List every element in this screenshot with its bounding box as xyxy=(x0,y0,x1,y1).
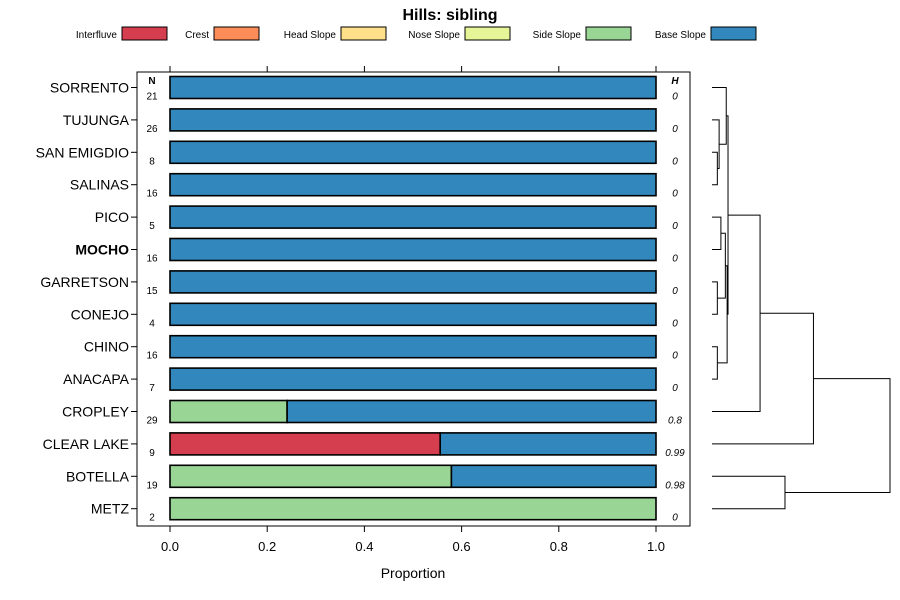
n-count: 4 xyxy=(149,318,155,329)
x-tick-label: 0.0 xyxy=(161,539,179,554)
bar-segment xyxy=(169,334,657,359)
legend-label: Head Slope xyxy=(284,30,337,41)
legend-swatch xyxy=(710,26,757,41)
top-axis-ticks xyxy=(169,66,657,72)
dendrogram-branch xyxy=(712,216,722,250)
x-tick-label: 0.2 xyxy=(258,539,276,554)
x-tick-label: 1.0 xyxy=(647,539,665,554)
y-tick-label: ANACAPA xyxy=(63,371,130,387)
x-axis: 0.0 0.2 0.4 0.6 0.8 1.0 xyxy=(161,526,665,554)
h-value: 0 xyxy=(672,124,678,135)
bar-segment xyxy=(169,432,442,456)
legend: Interfluve Crest Head Slope Nose Slope Side … xyxy=(76,26,757,41)
y-tick-label: CROPLEY xyxy=(62,404,130,420)
dendrogram-branch xyxy=(712,281,718,315)
n-count: 16 xyxy=(146,189,158,200)
n-count: 16 xyxy=(146,254,158,265)
plot-area xyxy=(136,71,691,527)
x-tick-label: 0.6 xyxy=(453,539,471,554)
y-tick-label: CLEAR LAKE xyxy=(43,436,129,452)
legend-label: Interfluve xyxy=(76,30,118,41)
legend-swatch xyxy=(585,26,632,41)
n-count: 7 xyxy=(149,383,155,394)
x-tick-label: 0.8 xyxy=(550,539,568,554)
dendrogram-branch xyxy=(712,119,720,169)
y-tick-label: BOTELLA xyxy=(66,468,130,484)
h-value: 0 xyxy=(672,383,678,394)
y-tick-label: PICO xyxy=(95,209,129,225)
bar-segment xyxy=(169,399,288,424)
dendrogram-branch xyxy=(712,346,718,380)
dendrogram xyxy=(712,87,891,510)
n-count: 15 xyxy=(146,286,158,297)
bar-segment xyxy=(439,432,657,456)
h-value: 0 xyxy=(672,286,678,297)
y-tick-label: SALINAS xyxy=(70,177,129,193)
h-value: 0.98 xyxy=(665,480,685,491)
dendrogram-branch xyxy=(712,151,718,186)
bar-segment xyxy=(169,140,657,165)
bar-segment xyxy=(169,367,657,391)
bar-segment xyxy=(169,270,657,294)
legend-label: Side Slope xyxy=(533,30,582,41)
legend-swatch xyxy=(121,26,168,41)
h-value: 0 xyxy=(672,92,678,103)
x-axis-label: Proportion xyxy=(381,565,446,581)
n-header: N xyxy=(148,76,155,87)
y-tick-label: CHINO xyxy=(84,339,129,355)
bar-segment xyxy=(169,496,657,521)
h-value: 0 xyxy=(672,221,678,232)
y-tick-label: CONEJO xyxy=(71,306,129,322)
h-value: 0 xyxy=(672,318,678,329)
chart-title: Hills: sibling xyxy=(402,7,497,24)
n-count: 16 xyxy=(146,351,158,362)
bar-segment xyxy=(169,237,657,262)
x-tick-label: 0.4 xyxy=(355,539,373,554)
y-tick-label: GARRETSON xyxy=(40,274,129,290)
h-value: 0 xyxy=(672,254,678,265)
n-count: 8 xyxy=(149,156,155,167)
bar-segment xyxy=(169,108,657,132)
n-count: 21 xyxy=(146,92,158,103)
bar-segment xyxy=(169,464,453,489)
dendrogram-branch xyxy=(712,214,761,412)
n-count: 2 xyxy=(149,513,155,524)
legend-swatch xyxy=(340,26,387,41)
dendrogram-branch xyxy=(712,475,786,510)
legend-swatch xyxy=(213,26,260,41)
y-tick-label: TUJUNGA xyxy=(63,112,130,128)
bar-segment xyxy=(450,464,657,489)
y-tick-label: MOCHO xyxy=(75,242,129,258)
bar-segment xyxy=(286,399,657,424)
legend-label: Base Slope xyxy=(655,30,707,41)
y-tick-label: METZ xyxy=(91,501,130,517)
n-count: 29 xyxy=(146,416,158,427)
legend-label: Crest xyxy=(185,30,209,41)
n-count: 9 xyxy=(149,448,155,459)
bar-segment xyxy=(169,302,657,327)
y-tick-label: SORRENTO xyxy=(50,80,129,96)
bar-segment xyxy=(169,205,657,229)
n-count: 19 xyxy=(146,480,158,491)
y-tick-label: SAN EMIGDIO xyxy=(36,144,129,160)
h-header: H xyxy=(671,76,679,87)
h-value: 0 xyxy=(672,189,678,200)
h-value: 0 xyxy=(672,156,678,167)
n-count: 26 xyxy=(146,124,158,135)
h-value: 0 xyxy=(672,513,678,524)
h-value: 0.8 xyxy=(668,416,682,427)
bar-segment xyxy=(169,172,657,197)
h-value: 0.99 xyxy=(665,448,685,459)
legend-label: Nose Slope xyxy=(408,30,460,41)
bar-rows: SORRENTO 21 0 TUJUNGA 26 0 SAN EMIGDIO 8 0 SALINA… xyxy=(36,75,685,524)
legend-swatch xyxy=(464,26,511,41)
bar-segment xyxy=(169,75,657,100)
n-count: 5 xyxy=(149,221,155,232)
dendrogram-branch xyxy=(784,378,891,493)
h-value: 0 xyxy=(672,351,678,362)
